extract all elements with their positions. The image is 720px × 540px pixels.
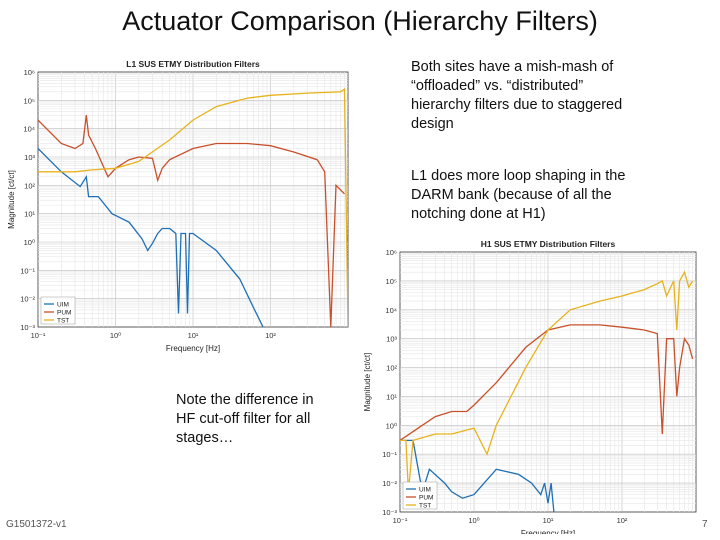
series-line-pum <box>38 115 345 327</box>
x-tick-label: 10² <box>617 516 628 525</box>
y-tick-label: 10⁻² <box>382 479 397 488</box>
y-tick-label: 10¹ <box>386 392 397 401</box>
series-line-tst <box>38 87 348 327</box>
x-tick-label: 10⁰ <box>468 516 479 525</box>
y-tick-label: 10⁵ <box>386 277 397 286</box>
y-axis-label: Magnitude [ct/ct] <box>363 353 372 412</box>
x-tick-label: 10⁻¹ <box>31 331 46 340</box>
y-tick-label: 10⁰ <box>24 238 35 247</box>
y-axis-label: Magnitude [ct/ct] <box>7 170 16 229</box>
series-line-pum <box>400 324 694 441</box>
y-tick-label: 10⁻³ <box>382 508 397 517</box>
note-loop-shaping: L1 does more loop shaping in the DARM ba… <box>411 167 625 224</box>
l1-distribution-plot: 10⁻¹ 10⁰ 10¹ 10²10⁶10⁵10⁴10³10²10¹10⁰10⁻¹10… <box>7 59 349 353</box>
x-tick-label: 10¹ <box>188 331 199 340</box>
x-tick-label: 10⁻¹ <box>393 516 408 525</box>
x-tick-label: 10² <box>265 331 276 340</box>
y-tick-label: 10⁶ <box>386 248 397 257</box>
legend-label: TST <box>419 503 431 510</box>
y-tick-label: 10⁶ <box>24 68 35 77</box>
legend-label: UIM <box>57 302 69 309</box>
x-tick-label: 10⁰ <box>110 331 121 340</box>
legend-label: PUM <box>419 495 433 502</box>
note-line: Both sites have a mish-mash of <box>411 59 614 75</box>
document-id: G1501372-v1 <box>6 519 67 530</box>
y-tick-label: 10² <box>24 181 35 190</box>
note-line: DARM bank (because of all the <box>411 187 612 203</box>
y-tick-label: 10¹ <box>24 210 35 219</box>
slide-title: Actuator Comparison (Hierarchy Filters) <box>122 6 598 36</box>
y-tick-label: 10⁴ <box>385 306 397 315</box>
y-tick-label: 10² <box>386 364 397 373</box>
note-hierarchy-filters: Both sites have a mish-mash of “offloade… <box>411 58 622 134</box>
y-tick-label: 10⁻³ <box>20 323 35 332</box>
y-tick-label: 10⁻² <box>20 295 35 304</box>
y-tick-label: 10³ <box>386 335 397 344</box>
note-line: hierarchy filters due to staggered <box>411 97 623 113</box>
h1-distribution-plot: 10⁻¹ 10⁰ 10¹ 10²10⁶10⁵10⁴10³10²10¹10⁰10⁻¹10… <box>363 239 697 534</box>
x-tick-label: 10¹ <box>543 516 554 525</box>
y-tick-label: 10⁵ <box>24 96 35 105</box>
page-number: 7 <box>702 519 708 530</box>
note-line: design <box>411 116 454 132</box>
note-line: L1 does more loop shaping in the <box>411 168 626 184</box>
y-tick-label: 10⁴ <box>23 125 35 134</box>
note-line: “offloaded” vs. “distributed” <box>411 78 584 94</box>
y-tick-label: 10⁻¹ <box>20 266 35 275</box>
y-tick-label: 10⁰ <box>386 421 397 430</box>
note-line: HF cut-off filter for all <box>176 411 311 427</box>
legend-label: UIM <box>419 487 431 494</box>
y-tick-label: 10³ <box>24 153 35 162</box>
chart-title: L1 SUS ETMY Distribution Filters <box>126 59 260 69</box>
legend-label: PUM <box>57 310 71 317</box>
series-line-tst <box>400 270 694 492</box>
chart-title: H1 SUS ETMY Distribution Filters <box>481 239 616 249</box>
legend-label: TST <box>57 318 69 325</box>
y-tick-label: 10⁻¹ <box>382 450 397 459</box>
series-line-uim <box>38 148 264 327</box>
note-line: notching done at H1) <box>411 206 546 222</box>
x-axis-label: Frequency [Hz] <box>521 529 575 534</box>
note-line: stages… <box>176 430 234 446</box>
x-axis-label: Frequency [Hz] <box>166 344 220 353</box>
note-hf-cutoff: Note the difference in HF cut-off filter… <box>176 391 314 448</box>
series-line-uim <box>400 439 555 512</box>
note-line: Note the difference in <box>176 392 314 408</box>
